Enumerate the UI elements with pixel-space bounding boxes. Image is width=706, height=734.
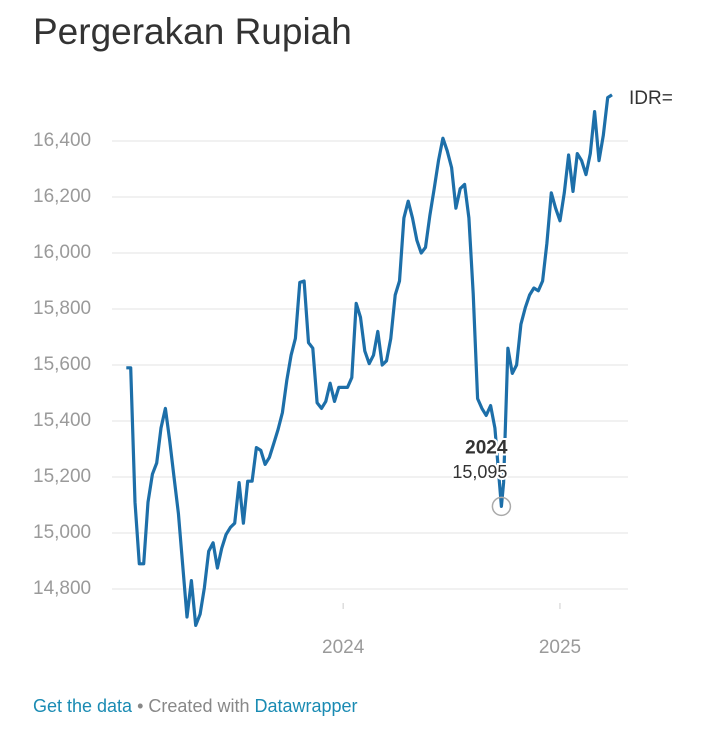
footer: Get the data • Created with Datawrapper: [33, 696, 358, 717]
y-tick-label: 15,400: [33, 410, 91, 431]
y-tick-label: 15,600: [33, 354, 91, 375]
series-label: IDR=: [629, 88, 673, 109]
datawrapper-link[interactable]: Datawrapper: [254, 696, 358, 716]
annotation-title: 2024: [465, 437, 508, 458]
annotation-text: 15,095: [452, 462, 507, 482]
y-tick-label: 15,000: [33, 522, 91, 543]
y-tick-label: 16,000: [33, 242, 91, 263]
annotation-marker: [491, 496, 512, 517]
x-tick-label: 2024: [322, 637, 365, 658]
line: [126, 93, 613, 627]
get-data-link[interactable]: Get the data: [33, 696, 133, 716]
y-tick-label: 14,800: [33, 578, 91, 599]
y-tick-label: 16,400: [33, 130, 91, 151]
y-tick-label: 15,200: [33, 466, 91, 487]
separator: •: [137, 696, 144, 716]
y-tick-label: 16,200: [33, 186, 91, 207]
x-tick-label: 2025: [539, 637, 581, 658]
chart-title: Pergerakan Rupiah: [33, 11, 352, 52]
credit: Created with: [148, 696, 250, 716]
chart: Pergerakan Rupiah 14,800 15,000 15,200 15,4…: [33, 11, 673, 658]
y-tick-label: 15,800: [33, 298, 91, 319]
